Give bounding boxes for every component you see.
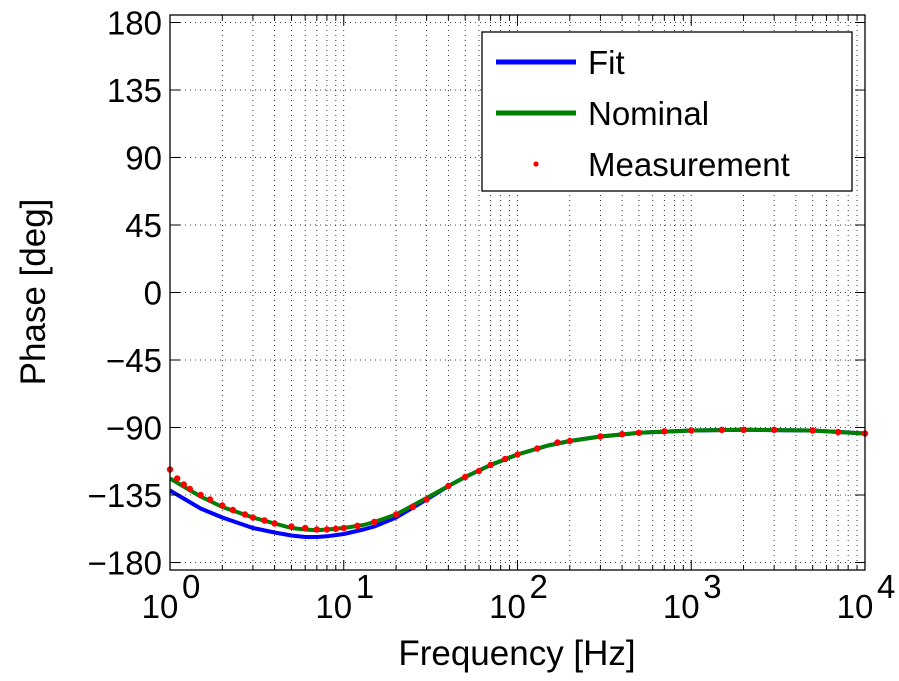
measurement-point [534,445,541,452]
measurement-point [597,433,604,440]
legend-swatch-measurement [533,161,539,167]
x-tick-exponent: 4 [877,568,895,605]
measurement-point [661,428,668,435]
measurement-point [229,506,237,514]
x-tick-label: 10 [142,588,179,625]
measurement-point [475,467,483,475]
measurement-point [688,427,695,434]
x-tick-exponent: 1 [356,568,374,605]
measurement-point [180,481,187,488]
x-axis-label: Frequency [Hz] [398,634,635,673]
measurement-point [409,503,417,511]
grid-lines [170,15,865,570]
x-tick-label: 10 [489,588,526,625]
measurement-point [241,511,249,518]
measurement-point [261,517,268,524]
measurement-point [371,518,378,526]
series-layer [166,426,869,539]
measurement-point [635,429,643,436]
measurement-point [502,455,509,463]
measurement-point [462,473,469,481]
measurement-point [445,482,452,490]
y-tick-label: −180 [88,545,162,582]
y-tick-labels: −180 −135 −90 −45 0 45 90 135 180 [88,5,162,582]
measurement-point [219,502,226,509]
measurement-point [271,520,278,527]
legend-label-nominal: Nominal [588,95,709,132]
measurement-point [186,485,193,493]
measurement-point [487,461,494,469]
measurement-point [809,427,816,434]
measurement-point [514,451,521,458]
y-tick-label: 0 [144,275,162,312]
x-tick-exponent: 3 [703,568,721,605]
x-tick-exponent: 2 [530,568,548,605]
y-tick-label: 45 [125,207,162,244]
measurement-point [288,523,295,530]
y-tick-label: −90 [106,410,162,447]
measurement-point [197,491,204,499]
axis-ticks [170,15,865,570]
y-tick-label: 135 [107,72,162,109]
measurement-point [323,526,331,533]
legend-label-measurement: Measurement [588,146,790,183]
y-axis-label: Phase [deg] [14,199,53,386]
measurement-point [174,475,181,482]
measurement-point [249,514,257,521]
measurement-point [740,426,747,433]
measurement-point [566,437,573,445]
measurement-point [423,496,430,503]
legend: Fit Nominal Measurement [481,31,853,192]
measurement-point [834,428,842,436]
y-tick-label: 180 [107,5,162,42]
x-tick-label: 10 [315,588,352,625]
legend-label-fit: Fit [588,44,625,81]
measurement-point [340,524,347,532]
y-tick-label: 90 [125,140,162,177]
y-tick-label: −45 [106,342,162,379]
measurement-point [354,522,361,529]
measurement-point [718,426,725,433]
measurement-point [770,426,778,433]
x-tick-exponent: 0 [182,568,200,605]
measurement-point [302,524,309,532]
measurement-point [313,526,320,533]
y-tick-label: −135 [88,477,162,514]
measurement-point [392,511,400,518]
measurement-point [206,496,214,503]
x-tick-label: 10 [663,588,700,625]
x-tick-label: 10 [837,588,874,625]
measurement-point [618,431,626,438]
measurement-point [332,525,339,532]
measurement-point [554,439,561,446]
